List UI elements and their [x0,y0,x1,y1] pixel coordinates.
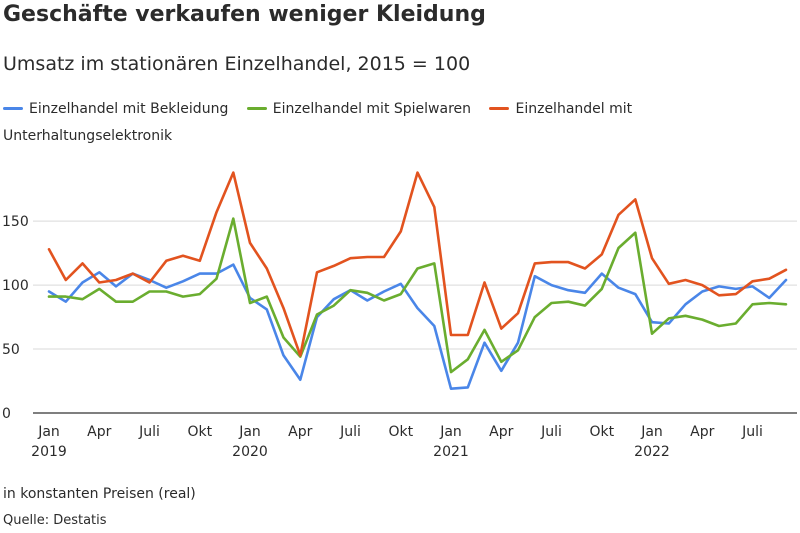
x-tick-label: Okt [589,424,614,440]
chart-title: Geschäfte verkaufen weniger Kleidung [3,2,486,27]
x-tick-label: Apr [690,424,714,440]
legend-label-bekleidung: Einzelhandel mit Bekleidung [29,101,229,117]
y-tick-label: 150 [2,214,29,230]
legend-item-unterhaltungselektronik: Einzelhandel mit Unterhaltungselektronik [3,101,632,144]
x-tick-label: Okt [388,424,413,440]
legend-item-spielwaren: Einzelhandel mit Spielwaren [246,101,472,117]
legend-swatch-spielwaren [246,106,267,110]
legend-label-unterhaltungselektronik: Einzelhandel mit Unterhaltungselektronik [3,101,633,144]
chart-subtitle: Umsatz im stationären Einzelhandel, 2015… [3,53,471,75]
legend-item-bekleidung: Einzelhandel mit Bekleidung [3,101,228,117]
x-tick-label: Apr [489,424,513,440]
chart-note: in konstanten Preisen (real) [3,486,196,502]
x-tick-label: Juli [540,424,562,440]
x-tick-year-label: 2019 [31,444,67,460]
legend-swatch-unterhaltungselektronik [489,106,510,110]
series-line-spielwaren [47,217,788,374]
series-line-unterhaltungselektronik [47,171,788,357]
legend: Einzelhandel mit Bekleidung Einzelhandel… [3,96,743,150]
y-tick-label: 50 [2,342,20,358]
x-tick-year-label: 2022 [634,444,670,460]
x-tick-label: Juli [339,424,361,440]
legend-swatch-bekleidung [3,106,23,110]
x-tick-year-label: 2020 [232,444,268,460]
x-tick-label: Okt [187,424,212,440]
chart-source: Quelle: Destatis [3,513,107,528]
x-tick-label: Apr [288,424,312,440]
x-tick-label: Apr [87,424,111,440]
x-tick-label: Juli [138,424,160,440]
x-tick-label: Juli [741,424,763,440]
x-tick-label: Jan [439,424,462,440]
legend-label-spielwaren: Einzelhandel mit Spielwaren [272,101,472,117]
y-tick-label: 100 [2,278,29,294]
x-tick-label: Jan [37,424,60,440]
x-tick-label: Jan [640,424,663,440]
y-tick-label: 0 [2,406,11,422]
x-tick-year-label: 2021 [433,444,469,460]
x-tick-label: Jan [238,424,261,440]
